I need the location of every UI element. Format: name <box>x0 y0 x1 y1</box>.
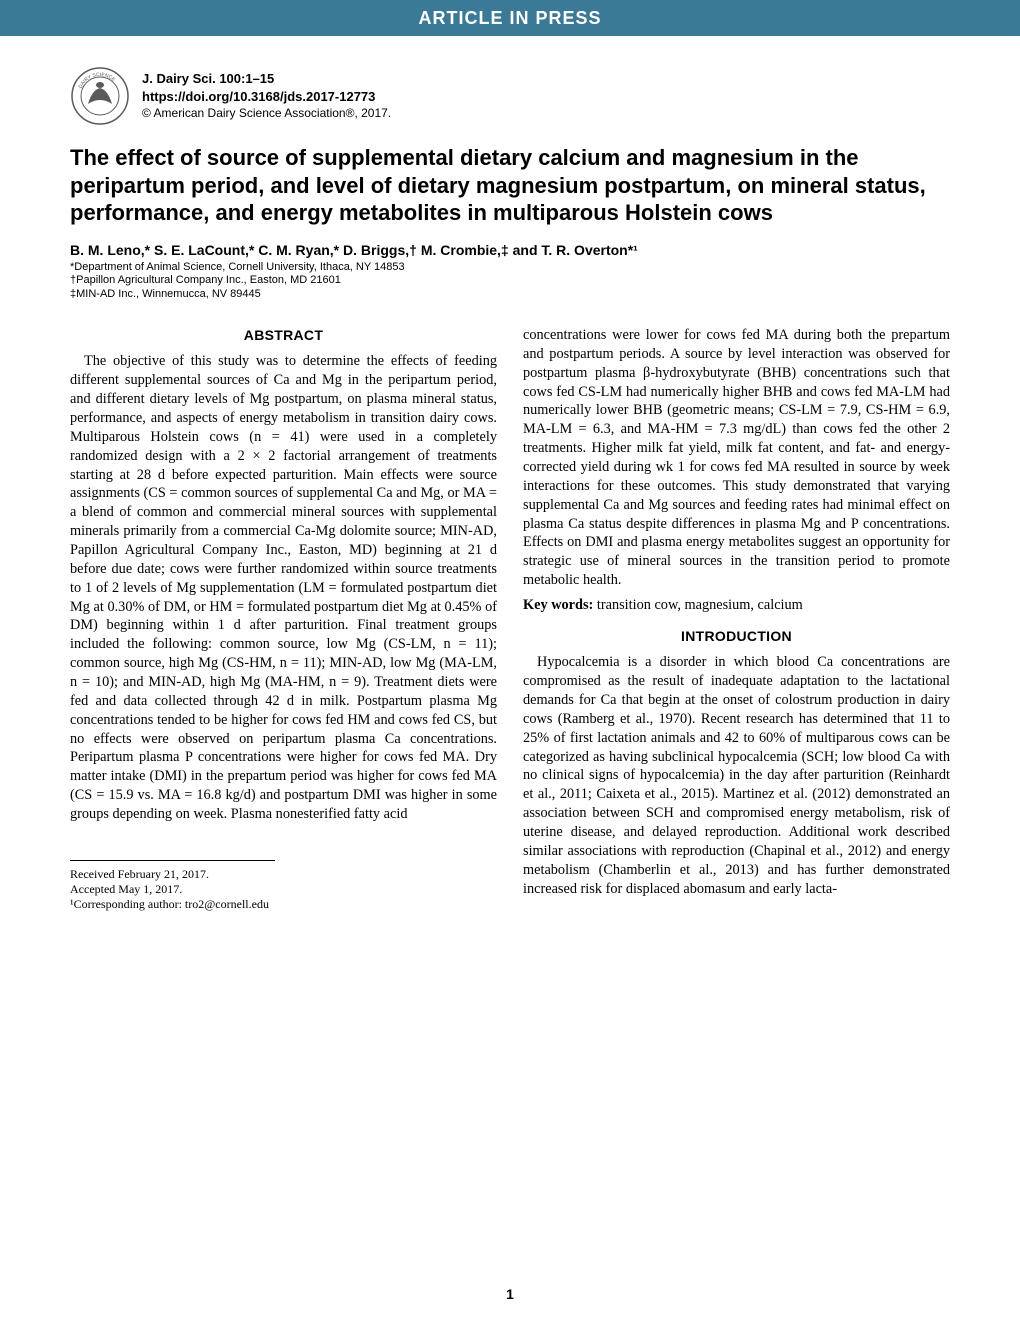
footnote-received: Received February 21, 2017. <box>70 867 275 882</box>
left-column: ABSTRACT The objective of this study was… <box>70 326 497 912</box>
journal-citation: J. Dairy Sci. 100:1–15 <box>142 70 391 88</box>
abstract-heading: ABSTRACT <box>70 326 497 344</box>
affiliation-2: †Papillon Agricultural Company Inc., Eas… <box>70 274 950 288</box>
journal-copyright: © American Dairy Science Association®, 2… <box>142 105 391 121</box>
journal-logo: DAIRY SCIENCE <box>70 66 130 126</box>
footnote-accepted: Accepted May 1, 2017. <box>70 882 275 897</box>
two-column-body: ABSTRACT The objective of this study was… <box>70 326 950 912</box>
authors-line: B. M. Leno,* S. E. LaCount,* C. M. Ryan,… <box>70 241 950 259</box>
keywords-label: Key words: <box>523 597 593 613</box>
footnote-corresponding: ¹Corresponding author: tro2@cornell.edu <box>70 897 275 912</box>
page-number: 1 <box>0 1286 1020 1302</box>
header-row: DAIRY SCIENCE J. Dairy Sci. 100:1–15 htt… <box>70 66 950 126</box>
affiliation-1: *Department of Animal Science, Cornell U… <box>70 261 950 275</box>
introduction-body: Hypocalcemia is a disorder in which bloo… <box>523 653 950 898</box>
introduction-heading: INTRODUCTION <box>523 627 950 645</box>
article-in-press-banner: ARTICLE IN PRESS <box>0 0 1020 36</box>
article-title: The effect of source of supplemental die… <box>70 144 950 227</box>
footnotes: Received February 21, 2017. Accepted May… <box>70 860 275 912</box>
affiliations: *Department of Animal Science, Cornell U… <box>70 261 950 302</box>
right-column: concentrations were lower for cows fed M… <box>523 326 950 912</box>
banner-text: ARTICLE IN PRESS <box>418 8 601 29</box>
keywords-line: Key words: transition cow, magnesium, ca… <box>523 596 950 615</box>
seal-icon: DAIRY SCIENCE <box>70 66 130 126</box>
journal-doi: https://doi.org/10.3168/jds.2017-12773 <box>142 88 391 106</box>
abstract-continuation: concentrations were lower for cows fed M… <box>523 326 950 590</box>
abstract-body: The objective of this study was to deter… <box>70 352 497 823</box>
journal-info: J. Dairy Sci. 100:1–15 https://doi.org/1… <box>142 66 391 121</box>
page-content: DAIRY SCIENCE J. Dairy Sci. 100:1–15 htt… <box>0 36 1020 932</box>
affiliation-3: ‡MIN-AD Inc., Winnemucca, NV 89445 <box>70 288 950 302</box>
keywords-text: transition cow, magnesium, calcium <box>593 597 803 613</box>
